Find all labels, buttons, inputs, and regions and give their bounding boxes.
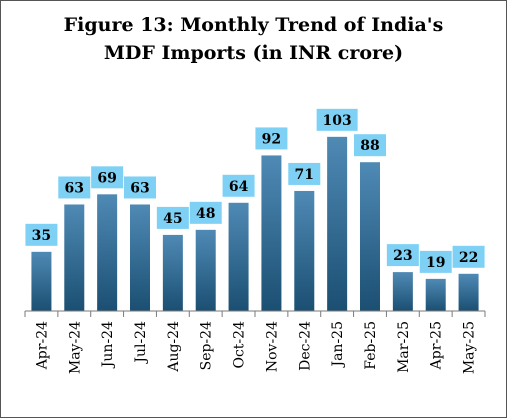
bar-Feb-25 [360,162,380,311]
data-label-Feb-25: 88 [354,134,386,157]
x-tick-label-May-24: May-24 [67,321,83,374]
bar-Apr-25 [425,278,446,311]
data-label-box [189,201,222,224]
data-label-May-24: 63 [58,176,91,199]
data-label-box [386,244,419,267]
data-label-Dec-24: 71 [288,162,321,185]
data-label-value: 22 [459,250,478,266]
data-label-value: 88 [360,138,379,154]
data-label-box [354,134,386,157]
data-label-Apr-24: 35 [25,223,58,246]
bar-Nov-24 [261,155,282,311]
x-tick-label-Oct-24: Oct-24 [232,321,248,369]
data-label-box [91,166,124,189]
bar-Oct-24 [228,202,249,311]
data-label-Jul-24: 63 [124,176,156,199]
chart-title: Figure 13: Monthly Trend of India's MDF … [1,11,506,67]
data-label-value: 63 [65,180,84,196]
bar-Jul-24 [130,204,150,311]
data-label-Sep-24: 48 [189,201,222,224]
chart-title-line-1: Figure 13: Monthly Trend of India's [63,14,444,36]
x-tick-label-Apr-25: Apr-25 [429,321,445,370]
bar-Mar-25 [392,272,413,311]
bar-May-24 [64,204,85,311]
data-labels-group: 35 63 69 63 45 48 64 92 71 103 88 23 19 22 [25,108,485,273]
x-tick-label-Nov-24: Nov-24 [264,321,280,372]
data-label-value: 63 [130,180,149,196]
data-label-Oct-24: 64 [222,174,255,197]
data-label-value: 92 [262,131,281,147]
data-label-box [288,162,321,185]
data-label-value: 35 [32,228,51,244]
x-tick-label-Aug-24: Aug-24 [166,321,182,373]
data-label-May-25: 22 [452,245,485,268]
data-label-Aug-24: 45 [156,206,189,229]
bar-Jun-24 [97,194,118,311]
data-label-box [25,223,58,246]
x-tick-label-Jul-24: Jul-24 [133,321,149,365]
data-label-Apr-25: 19 [419,250,452,273]
data-label-box [58,176,91,199]
data-label-box [419,250,452,273]
data-label-value: 69 [97,170,116,186]
bar-Sep-24 [195,229,216,311]
data-label-Nov-24: 92 [255,127,288,150]
x-tick-label-Jun-24: Jun-24 [100,321,116,369]
data-label-value: 103 [323,113,352,129]
x-tick-label-May-25: May-25 [462,321,478,374]
bars-group [31,136,479,311]
x-axis: Apr-24 May-24 Jun-24 Jul-24 Aug-24 Sep-24 Oct-… [24,310,486,374]
bar-Dec-24 [294,190,315,311]
data-label-value: 45 [163,211,182,227]
data-label-Mar-25: 23 [386,244,419,267]
chart-title-line-2: MDF Imports (in INR crore) [103,42,404,64]
data-label-box [452,245,485,268]
data-label-value: 48 [196,206,215,222]
x-tick-label-Dec-24: Dec-24 [297,321,313,371]
data-label-value: 19 [426,255,445,271]
bar-Jan-25 [327,136,348,311]
data-label-box [156,206,189,229]
data-label-value: 71 [295,167,314,183]
x-tick-label-Mar-25: Mar-25 [396,321,412,373]
bar-Aug-24 [162,234,183,311]
x-tick-label-Feb-25: Feb-25 [363,321,379,370]
data-label-box [255,127,288,150]
data-label-Jun-24: 69 [91,166,124,189]
bar-Apr-24 [31,251,52,311]
x-tick-label-Jan-25: Jan-25 [330,321,346,369]
data-label-value: 23 [393,248,412,264]
x-tick-label-Apr-24: Apr-24 [34,321,50,370]
data-label-box [222,174,255,197]
x-tick-label-Sep-24: Sep-24 [199,321,215,370]
data-label-box [316,108,358,131]
data-label-Jan-25: 103 [316,108,358,131]
data-label-value: 64 [229,179,249,195]
data-label-box [124,176,156,199]
bar-May-25 [458,273,479,311]
